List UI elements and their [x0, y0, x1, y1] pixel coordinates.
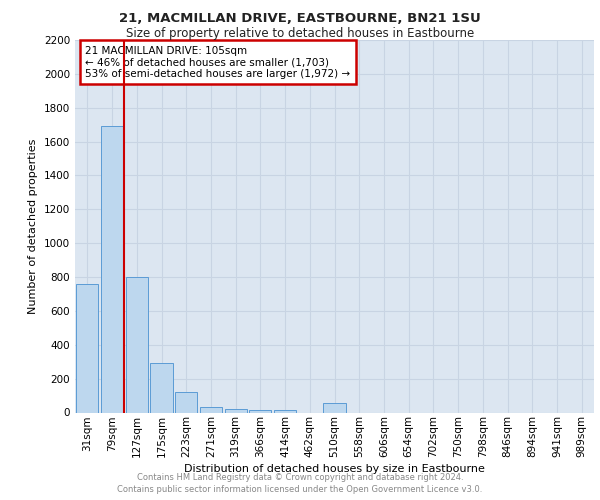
Bar — [274, 410, 296, 412]
Text: 21 MACMILLAN DRIVE: 105sqm
← 46% of detached houses are smaller (1,703)
53% of s: 21 MACMILLAN DRIVE: 105sqm ← 46% of deta… — [85, 46, 350, 79]
Bar — [224, 409, 247, 412]
Bar — [249, 410, 271, 412]
Bar — [151, 362, 173, 412]
Text: Contains public sector information licensed under the Open Government Licence v3: Contains public sector information licen… — [118, 485, 482, 494]
Text: Contains HM Land Registry data © Crown copyright and database right 2024.: Contains HM Land Registry data © Crown c… — [137, 472, 463, 482]
Bar — [323, 403, 346, 412]
Bar — [76, 284, 98, 412]
Text: 21, MACMILLAN DRIVE, EASTBOURNE, BN21 1SU: 21, MACMILLAN DRIVE, EASTBOURNE, BN21 1S… — [119, 12, 481, 26]
X-axis label: Distribution of detached houses by size in Eastbourne: Distribution of detached houses by size … — [184, 464, 485, 474]
Bar — [200, 406, 222, 412]
Bar — [101, 126, 123, 412]
Y-axis label: Number of detached properties: Number of detached properties — [28, 138, 38, 314]
Bar — [125, 277, 148, 412]
Text: Size of property relative to detached houses in Eastbourne: Size of property relative to detached ho… — [126, 28, 474, 40]
Bar — [175, 392, 197, 412]
